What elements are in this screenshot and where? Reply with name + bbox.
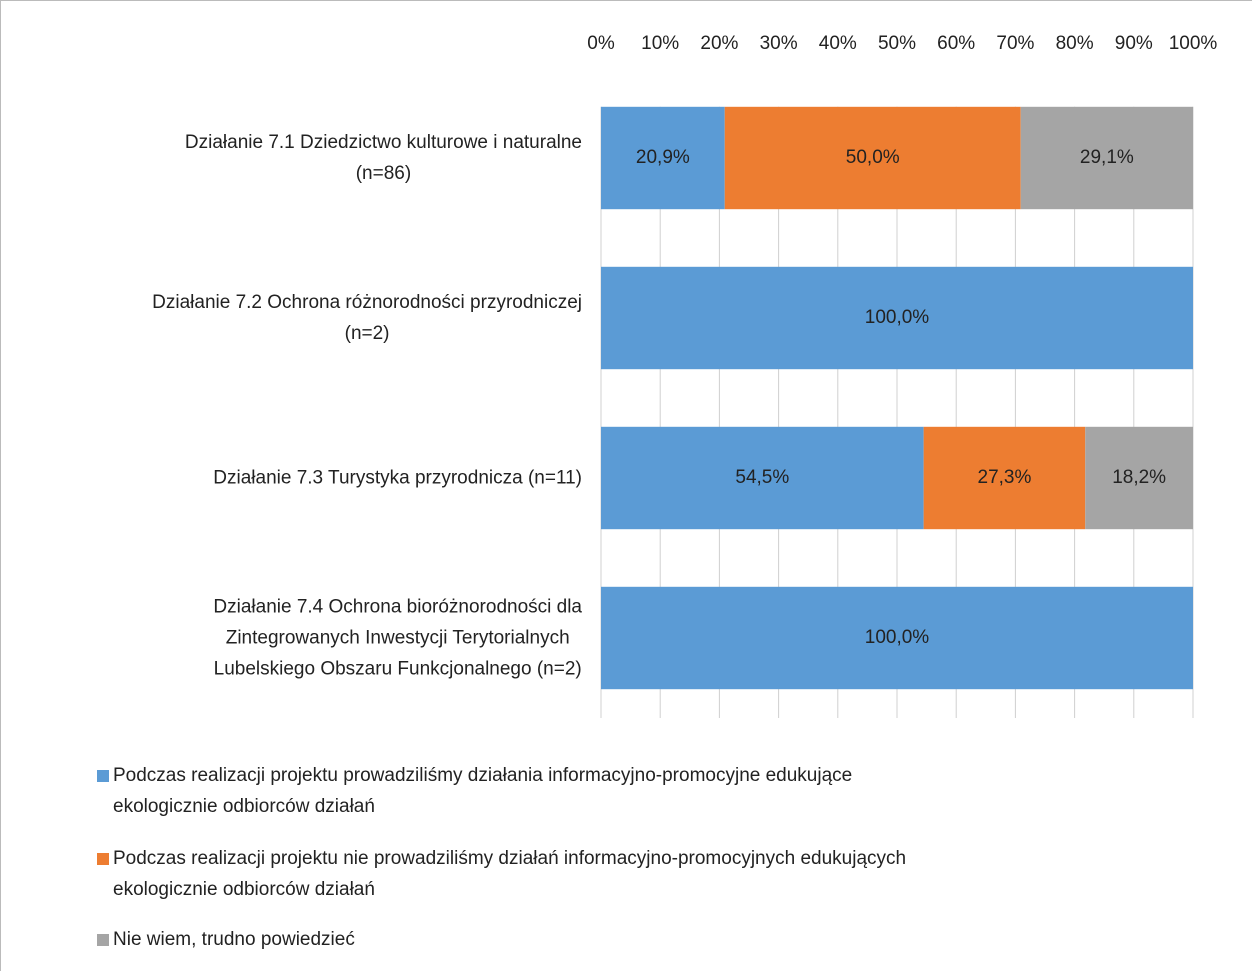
bar-segment (1020, 106, 1193, 210)
legend-label: Podczas realizacji projektu nie prowadzi… (113, 848, 907, 900)
x-tick-label: 50% (878, 33, 916, 54)
y-tick-label: Działanie 7.4 Ochrona bioróżnorodności d… (213, 596, 582, 680)
x-tick-label: 80% (1056, 33, 1094, 54)
legend-label: Podczas realizacji projektu prowadziliśm… (113, 765, 853, 817)
bar-segment (601, 266, 1193, 370)
x-tick-label: 100% (1169, 33, 1218, 54)
data-label: 18,2% (1112, 467, 1166, 488)
x-tick-label: 10% (641, 33, 679, 54)
x-tick-label: 90% (1115, 33, 1153, 54)
data-label: 100,0% (865, 627, 930, 648)
x-tick-label: 60% (937, 33, 975, 54)
bar-segment (601, 586, 1193, 690)
bar-segment (601, 106, 725, 210)
legend-swatch (97, 770, 109, 782)
data-label: 50,0% (846, 147, 900, 168)
legend-swatch (97, 934, 109, 946)
y-tick-label: Działanie 7.3 Turystyka przyrodnicza (n=… (213, 467, 582, 489)
y-tick-label: Działanie 7.1 Dziedzictwo kulturowe i na… (184, 132, 582, 184)
bar-segment (1085, 426, 1193, 530)
data-label: 27,3% (978, 467, 1032, 488)
x-tick-label: 20% (700, 33, 738, 54)
bar-segment (724, 106, 1021, 210)
x-tick-label: 70% (996, 33, 1034, 54)
legend-label: Nie wiem, trudno powiedzieć (113, 929, 355, 950)
x-tick-label: 30% (760, 33, 798, 54)
bar-segment (601, 426, 924, 530)
data-label: 100,0% (865, 307, 930, 328)
bar-segment (923, 426, 1086, 530)
data-label: 29,1% (1080, 147, 1134, 168)
y-tick-label: Działanie 7.2 Ochrona różnorodności przy… (152, 292, 582, 344)
data-label: 54,5% (735, 467, 789, 488)
legend-swatch (97, 853, 109, 865)
x-tick-label: 40% (819, 33, 857, 54)
x-tick-label: 0% (587, 33, 615, 54)
data-label: 20,9% (636, 147, 690, 168)
